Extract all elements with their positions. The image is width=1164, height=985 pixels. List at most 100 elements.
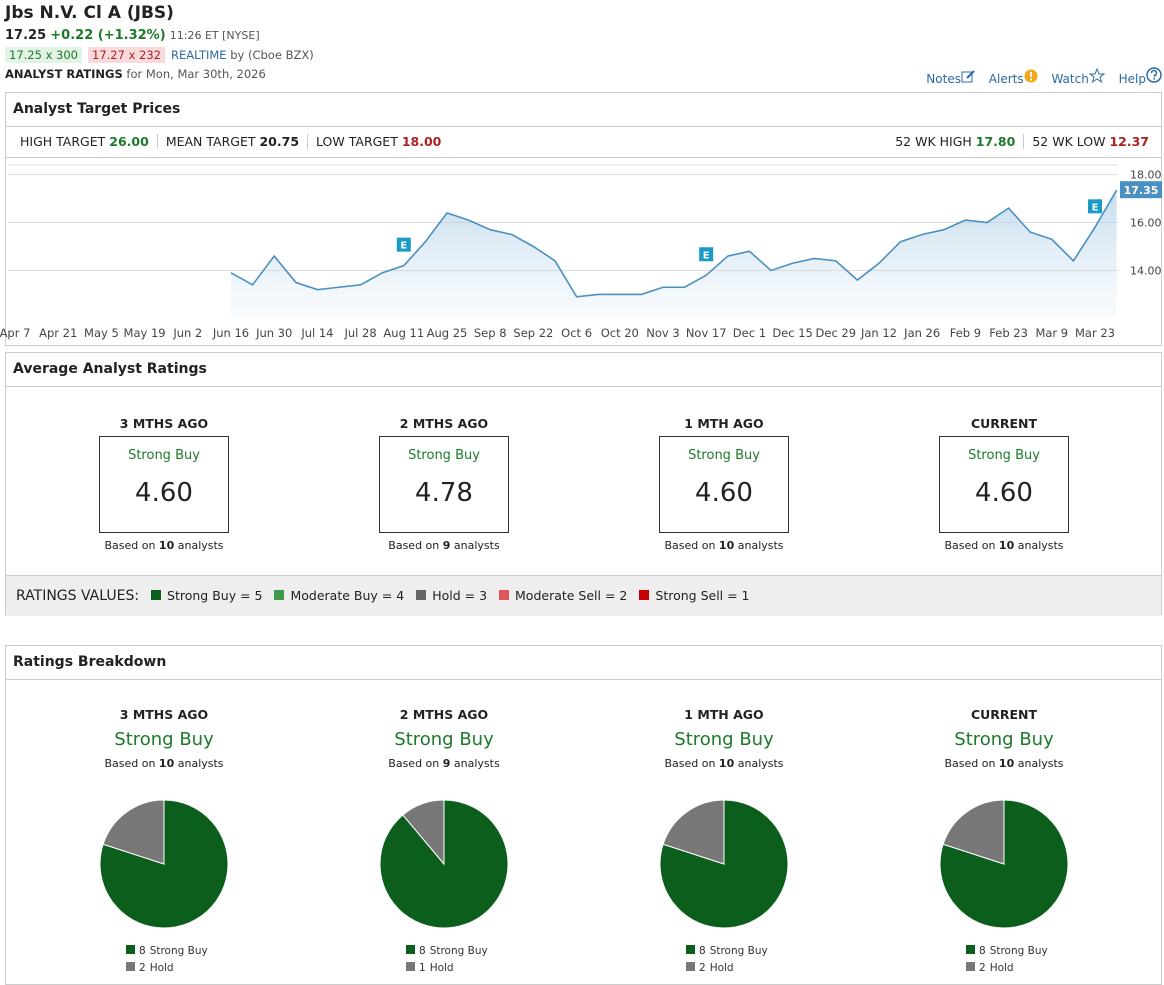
breakdown-column: 2 MTHS AGO Strong Buy Based on 9 analysts (344, 707, 544, 770)
score-box: Strong Buy 4.60 (939, 436, 1069, 533)
period-label: 2 MTHS AGO (399, 707, 489, 722)
target-item: LOW TARGET 18.00 (307, 134, 450, 149)
ratings-swatch (274, 590, 285, 600)
based-on: Based on 9 analysts (344, 539, 544, 552)
notes-link[interactable]: Notes (926, 72, 961, 86)
analyst-count: 10 (718, 757, 735, 770)
score-value: 4.60 (135, 478, 193, 508)
rating-text: Strong Buy (688, 448, 760, 463)
target-label: MEAN TARGET (165, 134, 256, 149)
score-box: Strong Buy 4.60 (659, 436, 789, 533)
range-value: 17.80 (975, 134, 1016, 149)
ratings-breakdown-panel: Ratings Breakdown (5, 645, 1162, 985)
watch-icon (1088, 67, 1106, 84)
based-unit: analysts (177, 757, 224, 770)
period-label: 1 MTH AGO (684, 416, 764, 431)
targets-left: HIGH TARGET 26.00 MEAN TARGET 20.75 LOW TA… (20, 127, 450, 157)
analyst-count: 10 (998, 757, 1015, 770)
based-text: Based on (388, 539, 440, 552)
based-on: Based on 9 analysts (344, 757, 544, 770)
ratings-values-bar: RATINGS VALUES: Strong Buy = 5 Moderate B… (6, 575, 1161, 616)
help-icon (1146, 67, 1162, 83)
period-label: 2 MTHS AGO (399, 416, 489, 431)
alerts-icon (1024, 69, 1038, 83)
section-date: for Mon, Mar 30th, 2026 (126, 67, 266, 81)
analyst-count: 10 (998, 539, 1015, 552)
symbol-title: Jbs N.V. Cl A (JBS) (5, 3, 174, 23)
period-label: 1 MTH AGO (684, 707, 764, 722)
bid: 17.25 x 300 (5, 47, 82, 63)
based-unit: analysts (737, 539, 784, 552)
price: 17.25 (5, 28, 47, 43)
watch-link[interactable]: Watch (1051, 72, 1089, 86)
based-unit: analysts (453, 757, 500, 770)
ratings-value-item: Strong Sell = 1 (639, 588, 750, 603)
target-value: 20.75 (259, 134, 300, 149)
score-box: Strong Buy 4.78 (379, 436, 509, 533)
score-value: 4.78 (415, 478, 473, 508)
ratings-value-label: Strong Buy = 5 (167, 588, 263, 603)
rating-column: 1 MTH AGO Strong Buy 4.60 Based on 10 analy… (624, 416, 824, 552)
based-text: Based on (104, 539, 156, 552)
based-on: Based on 10 analysts (904, 539, 1104, 552)
ratings-swatch (499, 590, 510, 600)
help-link[interactable]: Help (1118, 72, 1146, 86)
ratings-value-item: Moderate Sell = 2 (499, 588, 627, 603)
rating-column: 3 MTHS AGO Strong Buy 4.60 Based on 10 anal… (64, 416, 264, 552)
rating-text: Strong Buy (128, 448, 200, 463)
rating-text: Strong Buy (114, 729, 214, 750)
based-unit: analysts (1017, 757, 1064, 770)
range-item: 52 WK LOW 12.37 (1023, 134, 1157, 149)
rating-text: Strong Buy (674, 729, 774, 750)
based-text: Based on (664, 757, 716, 770)
based-on: Based on 10 analysts (624, 539, 824, 552)
period-label: 3 MTHS AGO (119, 416, 209, 431)
based-text: Based on (944, 757, 996, 770)
based-on: Based on 10 analysts (64, 757, 264, 770)
ratings-value-item: Moderate Buy = 4 (274, 588, 404, 603)
score-value: 4.60 (695, 478, 753, 508)
ratings-values-title: RATINGS VALUES: (16, 588, 140, 604)
breakdown-column: 1 MTH AGO Strong Buy Based on 10 analysts (624, 707, 824, 770)
period-label: CURRENT (970, 416, 1038, 431)
ratings-value-item: Hold = 3 (416, 588, 487, 603)
target-row: HIGH TARGET 26.00 MEAN TARGET 20.75 LOW TA… (6, 127, 1161, 158)
price-change: +0.22 (+1.32%) (50, 28, 166, 43)
rating-text: Strong Buy (408, 448, 480, 463)
score-value: 4.60 (975, 478, 1033, 508)
target-label: LOW TARGET (316, 134, 398, 149)
panel-title: Average Analyst Ratings (6, 353, 1161, 387)
based-text: Based on (944, 539, 996, 552)
ratings-swatch (639, 590, 650, 600)
section-label: ANALYST RATINGS (5, 67, 123, 81)
range-label: 52 WK HIGH (895, 134, 972, 149)
based-text: Based on (664, 539, 716, 552)
based-on: Based on 10 analysts (64, 539, 264, 552)
ratings-value-item: Strong Buy = 5 (151, 588, 262, 603)
target-label: HIGH TARGET (20, 134, 106, 149)
based-on: Based on 10 analysts (624, 757, 824, 770)
based-unit: analysts (1017, 539, 1064, 552)
score-box: Strong Buy 4.60 (99, 436, 229, 533)
panel-title: Analyst Target Prices (6, 93, 1161, 127)
realtime: REALTIME (171, 48, 227, 62)
based-text: Based on (104, 757, 156, 770)
rating-column: CURRENT Strong Buy 4.60 Based on 10 analyst… (904, 416, 1104, 552)
analyst-count: 10 (158, 539, 175, 552)
alerts-link[interactable]: Alerts (988, 72, 1024, 86)
section-line: ANALYST RATINGS for Mon, Mar 30th, 2026 (5, 67, 266, 81)
period-label: 3 MTHS AGO (119, 707, 209, 722)
period-label: CURRENT (970, 707, 1038, 722)
analyst-count: 10 (718, 539, 735, 552)
rating-text: Strong Buy (968, 448, 1040, 463)
targets-right: 52 WK HIGH 17.80 52 WK LOW 12.37 (887, 127, 1157, 157)
target-item: MEAN TARGET 20.75 (156, 134, 308, 149)
based-unit: analysts (177, 539, 224, 552)
analyst-count: 10 (158, 757, 175, 770)
target-value: 18.00 (401, 134, 442, 149)
quote-line: 17.25 +0.22 (+1.32%) 11:26 ET [NYSE] (5, 28, 260, 43)
target-value: 26.00 (109, 134, 149, 149)
rating-text: Strong Buy (954, 729, 1054, 750)
panel-title: Ratings Breakdown (6, 646, 1161, 680)
